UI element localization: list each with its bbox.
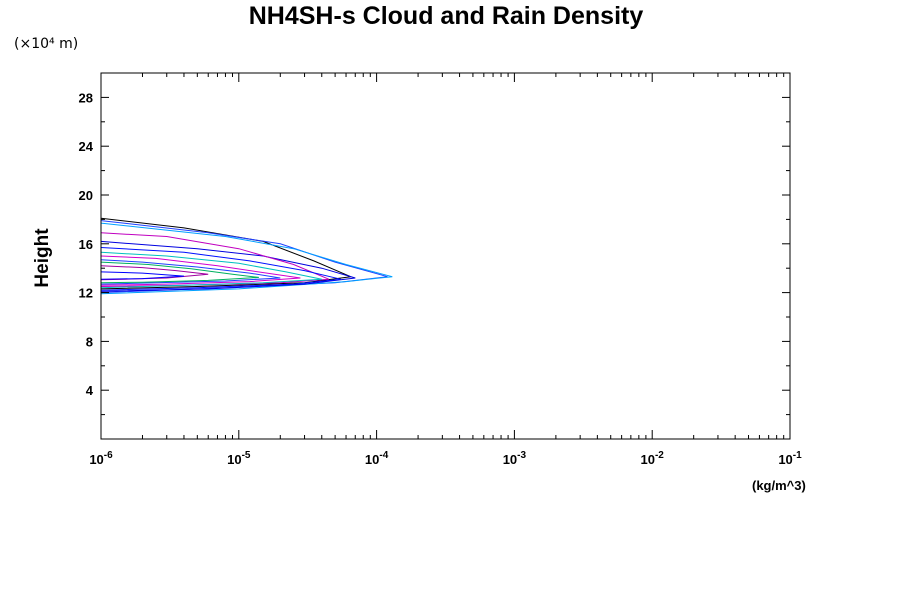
- contour-series-9: [100, 259, 281, 285]
- y-tick-label: 28: [79, 90, 93, 105]
- chart-title: NH4SH-s Cloud and Rain Density: [249, 2, 644, 30]
- contour-series-7: [100, 251, 322, 289]
- y-tick-label: 20: [79, 188, 93, 203]
- y-tick-label: 12: [79, 286, 93, 301]
- x-tick-label: 10-1: [778, 450, 802, 467]
- contour-series-1: [100, 217, 353, 290]
- y-axis-unit: (×10⁴ m): [14, 36, 78, 52]
- x-axis-unit-label: (kg/m^3): [752, 478, 806, 493]
- contour-series-12: [100, 271, 185, 280]
- y-axis-label: Height: [32, 228, 53, 288]
- x-tick-label: 10-4: [365, 450, 389, 467]
- y-tick-label: 16: [79, 237, 93, 252]
- plot-frame: [100, 72, 791, 440]
- y-tick-label: 24: [79, 139, 94, 154]
- x-tick-label: 10-2: [641, 450, 665, 467]
- contour-series-3: [100, 222, 393, 295]
- contour-series-4: [100, 240, 356, 292]
- y-tick-label: 8: [86, 334, 93, 349]
- axis-ticks-group: 4 8 12 16 20 24 28 10-6 10-5 10-4 10-3 10-2 10-1: [79, 73, 802, 467]
- x-tick-label: 10-5: [227, 450, 251, 467]
- contour-series-6: [100, 247, 341, 291]
- x-tick-label: 10-6: [89, 450, 113, 467]
- contour-series-11: [100, 261, 259, 284]
- x-tick-label: 10-3: [503, 450, 527, 467]
- y-tick-label: 4: [86, 383, 94, 398]
- contour-series-8: [100, 255, 301, 286]
- contour-series-group: [100, 217, 393, 295]
